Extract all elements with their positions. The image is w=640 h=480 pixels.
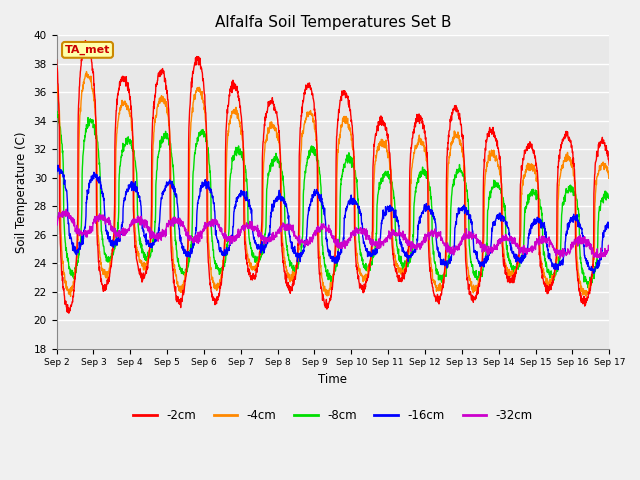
Title: Alfalfa Soil Temperatures Set B: Alfalfa Soil Temperatures Set B bbox=[214, 15, 451, 30]
Legend: -2cm, -4cm, -8cm, -16cm, -32cm: -2cm, -4cm, -8cm, -16cm, -32cm bbox=[129, 405, 538, 427]
X-axis label: Time: Time bbox=[318, 373, 348, 386]
Text: TA_met: TA_met bbox=[65, 45, 110, 55]
Y-axis label: Soil Temperature (C): Soil Temperature (C) bbox=[15, 131, 28, 253]
